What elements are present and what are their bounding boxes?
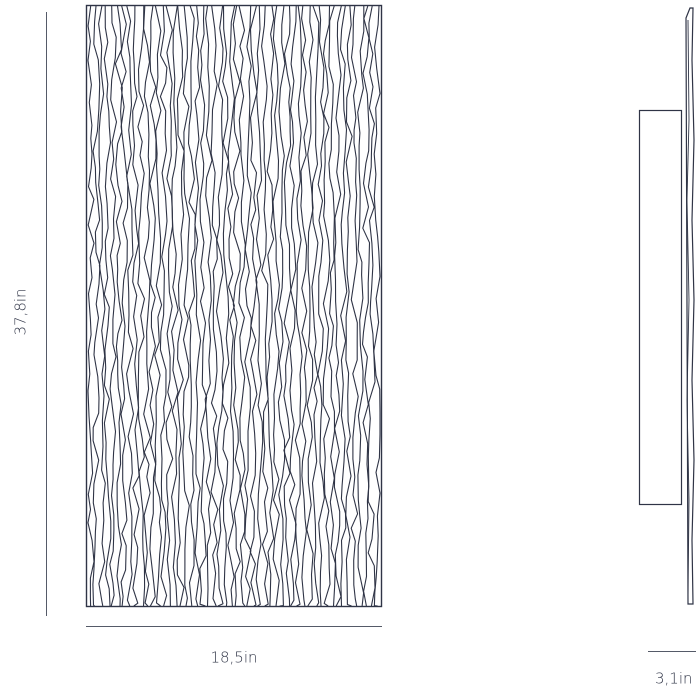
- wave-line: [272, 5, 280, 607]
- wave-line: [373, 5, 381, 607]
- front-view: [85, 4, 383, 608]
- wave-line: [92, 5, 101, 607]
- side-view-mount-box: [638, 109, 683, 506]
- width-label: 18,5in: [210, 649, 257, 667]
- wave-line: [199, 5, 208, 607]
- depth-label: 3,1in: [655, 670, 693, 688]
- wave-line: [114, 5, 123, 607]
- wave-line: [143, 5, 151, 607]
- wave-line: [98, 5, 106, 607]
- wave-line: [137, 5, 146, 607]
- wave-line: [311, 5, 320, 607]
- width-dimension: 18,5in: [86, 626, 382, 667]
- side-view-panel-inner-line: [686, 19, 690, 601]
- wave-line: [300, 5, 308, 607]
- wave-line: [317, 5, 325, 607]
- height-label: 37,8in: [12, 288, 30, 335]
- wave-line: [165, 5, 174, 607]
- wave-line: [261, 5, 269, 607]
- wave-line: [322, 5, 331, 607]
- wave-line: [148, 5, 157, 607]
- wave-line: [120, 5, 129, 607]
- wave-line: [350, 5, 359, 607]
- wave-line: [266, 5, 275, 607]
- wave-line: [357, 6, 365, 607]
- wave-line: [103, 5, 112, 607]
- height-dimension: 37,8in: [12, 12, 47, 616]
- wave-line: [277, 5, 286, 607]
- front-view-outline: [85, 4, 383, 608]
- wave-line: [87, 5, 95, 607]
- wave-line: [204, 5, 213, 607]
- wave-line: [154, 5, 163, 607]
- wave-line: [244, 5, 252, 607]
- wave-line: [361, 5, 371, 607]
- wave-texture: [87, 5, 381, 607]
- wave-line: [109, 5, 118, 607]
- wave-line: [249, 5, 258, 607]
- wave-line: [182, 5, 191, 607]
- wave-line: [238, 5, 246, 607]
- wave-line: [215, 5, 224, 607]
- wave-line: [126, 5, 135, 607]
- wave-line: [288, 5, 297, 607]
- wave-line: [294, 5, 303, 607]
- wave-line: [367, 5, 376, 607]
- wave-line: [283, 5, 292, 607]
- wave-line: [171, 5, 179, 607]
- wave-line: [345, 5, 353, 607]
- wave-line: [194, 5, 202, 607]
- wave-line: [187, 5, 196, 607]
- wave-line: [159, 5, 168, 607]
- wave-line: [333, 5, 342, 607]
- wave-line: [221, 5, 230, 607]
- wave-line: [255, 5, 264, 607]
- wave-line: [328, 5, 336, 607]
- wave-line: [227, 5, 236, 607]
- depth-dimension: 3,1in: [648, 651, 696, 688]
- wave-line: [132, 5, 140, 607]
- wave-line: [210, 5, 219, 607]
- side-view: [638, 7, 695, 605]
- wave-line: [176, 5, 185, 607]
- side-view-panel-profile: [685, 7, 695, 605]
- wave-line: [232, 5, 241, 607]
- wave-line: [306, 5, 314, 607]
